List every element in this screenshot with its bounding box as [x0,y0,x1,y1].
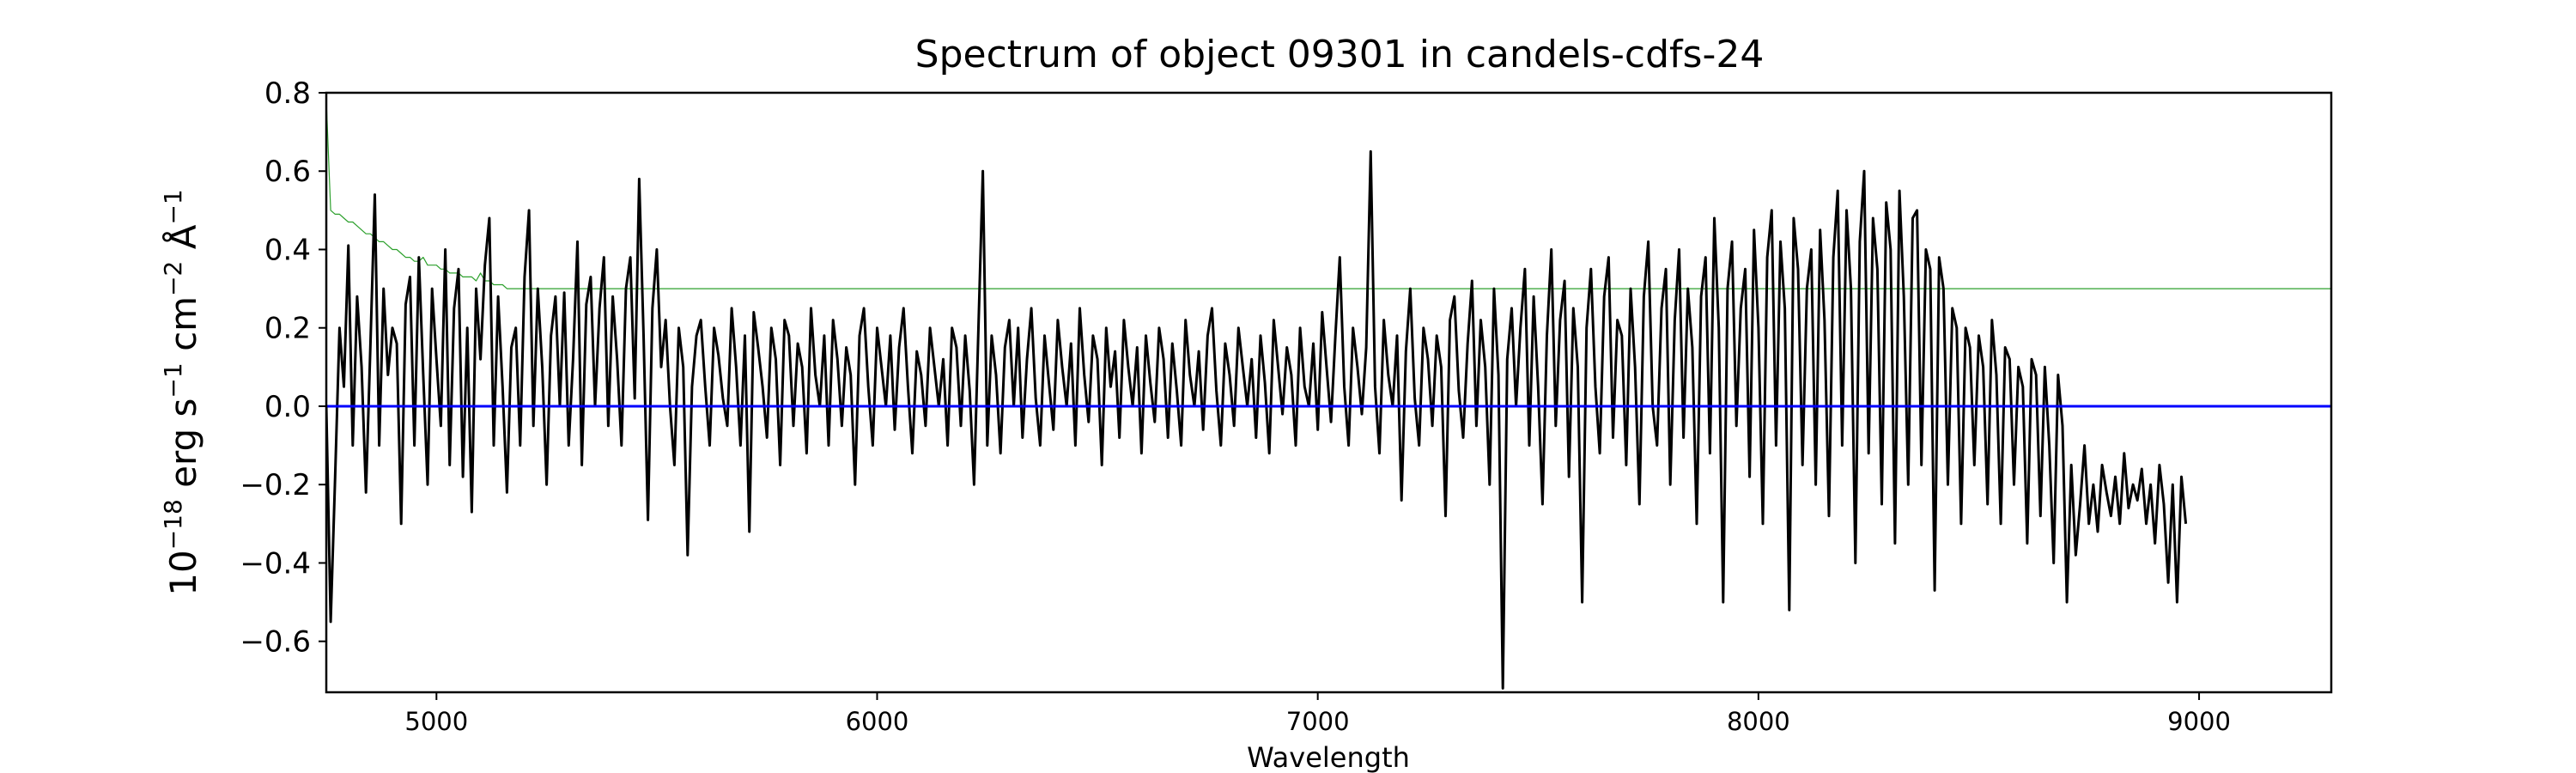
y-tick-label: 0.0 [264,390,311,424]
y-tick-label: 0.4 [264,233,311,267]
y-label-unit2: cm [162,296,204,362]
x-tick-label: 5000 [404,707,468,736]
y-tick-label: −0.4 [240,546,311,581]
x-tick-label: 7000 [1286,707,1350,736]
y-label-unit1: erg s [162,399,204,500]
y-label-exp3: −1 [159,189,187,224]
x-axis-label: Wavelength [1247,741,1410,773]
y-tick-label: 0.8 [264,76,311,111]
y-axis: −0.6 −0.4 −0.2 0.0 0.2 0.4 0.6 0.8 [240,76,326,660]
x-axis: 5000 6000 7000 8000 9000 [404,692,2231,736]
y-label-base: 10 [162,550,204,595]
y-axis-label: 10−18 erg s−1 cm−2 Å−1 [159,189,204,595]
y-label-exp1: −1 [159,362,187,398]
plot-frame [325,91,2333,694]
y-label-exp: −18 [159,499,187,550]
chart-title: Spectrum of object 09301 in candels-cdfs… [915,33,1765,76]
y-tick-label: 0.6 [264,155,311,189]
x-tick-label: 6000 [846,707,909,736]
x-tick-label: 8000 [1727,707,1790,736]
x-tick-label: 9000 [2167,707,2231,736]
y-tick-label: 0.2 [264,312,311,346]
y-label-exp2: −2 [159,261,187,296]
y-tick-label: −0.2 [240,468,311,502]
series-line-flux [326,149,2188,690]
plot-area [326,100,2331,690]
y-label-unit3: Å [161,224,204,260]
series-line-noise [326,100,2331,289]
y-tick-label: −0.6 [240,625,311,660]
